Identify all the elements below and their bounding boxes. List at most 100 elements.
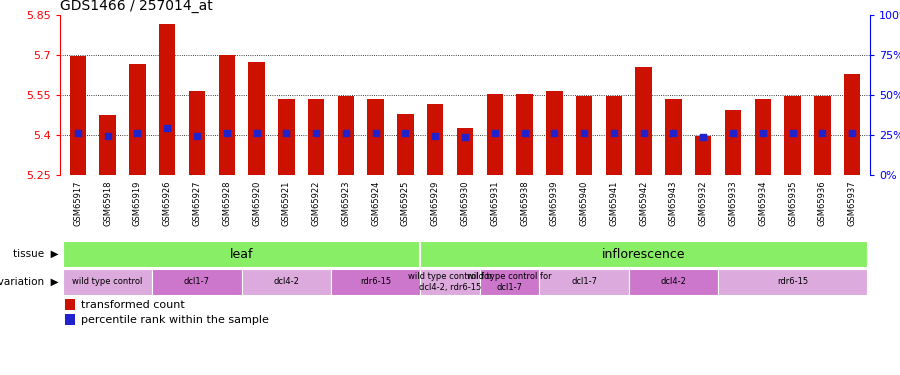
Point bbox=[220, 130, 234, 136]
Text: GSM65941: GSM65941 bbox=[609, 180, 618, 226]
Bar bbox=[546, 91, 562, 175]
Text: GSM65927: GSM65927 bbox=[193, 180, 202, 226]
Bar bbox=[242, 269, 331, 295]
Bar bbox=[65, 314, 76, 326]
Bar bbox=[427, 104, 444, 175]
Text: GSM65920: GSM65920 bbox=[252, 180, 261, 226]
Text: GSM65933: GSM65933 bbox=[728, 180, 737, 226]
Point bbox=[190, 133, 204, 139]
Text: GDS1466 / 257014_at: GDS1466 / 257014_at bbox=[60, 0, 212, 13]
Point bbox=[577, 130, 591, 136]
Bar bbox=[814, 96, 831, 175]
Point bbox=[458, 134, 473, 140]
Bar bbox=[308, 99, 324, 175]
Text: GSM65921: GSM65921 bbox=[282, 180, 291, 226]
Text: GSM65918: GSM65918 bbox=[104, 180, 112, 226]
Point bbox=[160, 125, 175, 131]
Bar bbox=[63, 269, 152, 295]
Bar bbox=[724, 110, 742, 175]
Text: GSM65929: GSM65929 bbox=[431, 180, 440, 226]
Bar bbox=[248, 62, 265, 175]
Bar bbox=[219, 55, 235, 175]
Point bbox=[725, 130, 740, 136]
Bar bbox=[785, 96, 801, 175]
Bar bbox=[63, 241, 420, 267]
Text: rdr6-15: rdr6-15 bbox=[360, 278, 392, 286]
Bar bbox=[367, 99, 384, 175]
Bar bbox=[420, 269, 480, 295]
Bar bbox=[130, 64, 146, 175]
Text: GSM65926: GSM65926 bbox=[163, 180, 172, 226]
Bar bbox=[487, 94, 503, 175]
Bar bbox=[576, 96, 592, 175]
Text: GSM65934: GSM65934 bbox=[759, 180, 768, 226]
Text: dcl1-7: dcl1-7 bbox=[572, 278, 597, 286]
Point bbox=[845, 130, 859, 136]
Text: GSM65925: GSM65925 bbox=[400, 180, 410, 226]
Text: wild type control for
dcl4-2, rdr6-15: wild type control for dcl4-2, rdr6-15 bbox=[408, 272, 492, 292]
Text: GSM65930: GSM65930 bbox=[461, 180, 470, 226]
Text: GSM65924: GSM65924 bbox=[371, 180, 380, 226]
Text: inflorescence: inflorescence bbox=[602, 248, 686, 261]
Point bbox=[338, 130, 353, 136]
Text: rdr6-15: rdr6-15 bbox=[777, 278, 808, 286]
Bar bbox=[665, 99, 681, 175]
Text: GSM65936: GSM65936 bbox=[818, 180, 827, 226]
Text: wild type control: wild type control bbox=[73, 278, 143, 286]
Text: GSM65922: GSM65922 bbox=[311, 180, 320, 226]
Point bbox=[130, 130, 145, 136]
Text: genotype/variation  ▶: genotype/variation ▶ bbox=[0, 277, 58, 287]
Point bbox=[756, 130, 770, 136]
Text: GSM65928: GSM65928 bbox=[222, 180, 231, 226]
Bar bbox=[159, 24, 176, 175]
Point bbox=[815, 130, 830, 136]
Bar bbox=[718, 269, 867, 295]
Bar bbox=[397, 114, 414, 175]
Point bbox=[368, 130, 382, 136]
Point bbox=[786, 130, 800, 136]
Text: GSM65939: GSM65939 bbox=[550, 180, 559, 226]
Bar bbox=[338, 96, 354, 175]
Bar bbox=[100, 115, 116, 175]
Point bbox=[636, 130, 651, 136]
Text: GSM65932: GSM65932 bbox=[698, 180, 707, 226]
Text: GSM65937: GSM65937 bbox=[848, 180, 857, 226]
Text: percentile rank within the sample: percentile rank within the sample bbox=[81, 315, 268, 325]
Text: dcl4-2: dcl4-2 bbox=[661, 278, 687, 286]
Point bbox=[71, 130, 86, 136]
Point bbox=[488, 130, 502, 136]
Text: GSM65919: GSM65919 bbox=[133, 180, 142, 226]
Bar bbox=[695, 136, 711, 175]
Text: GSM65942: GSM65942 bbox=[639, 180, 648, 226]
Bar bbox=[457, 128, 473, 175]
Bar bbox=[152, 269, 242, 295]
Point bbox=[249, 130, 264, 136]
Bar bbox=[539, 269, 629, 295]
Point bbox=[547, 130, 562, 136]
Point bbox=[279, 130, 293, 136]
Text: GSM65931: GSM65931 bbox=[491, 180, 500, 226]
Bar bbox=[635, 67, 652, 175]
Point bbox=[398, 130, 412, 136]
Text: leaf: leaf bbox=[230, 248, 254, 261]
Point bbox=[428, 133, 443, 139]
Point bbox=[309, 130, 323, 136]
Bar bbox=[189, 91, 205, 175]
Bar bbox=[69, 56, 86, 175]
Bar bbox=[754, 99, 771, 175]
Point bbox=[607, 130, 621, 136]
Point bbox=[101, 133, 115, 139]
Text: GSM65935: GSM65935 bbox=[788, 180, 797, 226]
Point bbox=[518, 130, 532, 136]
Bar bbox=[480, 269, 539, 295]
Bar bbox=[65, 299, 76, 310]
Text: transformed count: transformed count bbox=[81, 300, 184, 310]
Text: GSM65943: GSM65943 bbox=[669, 180, 678, 226]
Bar bbox=[629, 269, 718, 295]
Text: GSM65938: GSM65938 bbox=[520, 180, 529, 226]
Bar bbox=[606, 96, 622, 175]
Text: GSM65940: GSM65940 bbox=[580, 180, 589, 226]
Bar bbox=[517, 94, 533, 175]
Text: GSM65923: GSM65923 bbox=[341, 180, 350, 226]
Bar bbox=[844, 74, 860, 175]
